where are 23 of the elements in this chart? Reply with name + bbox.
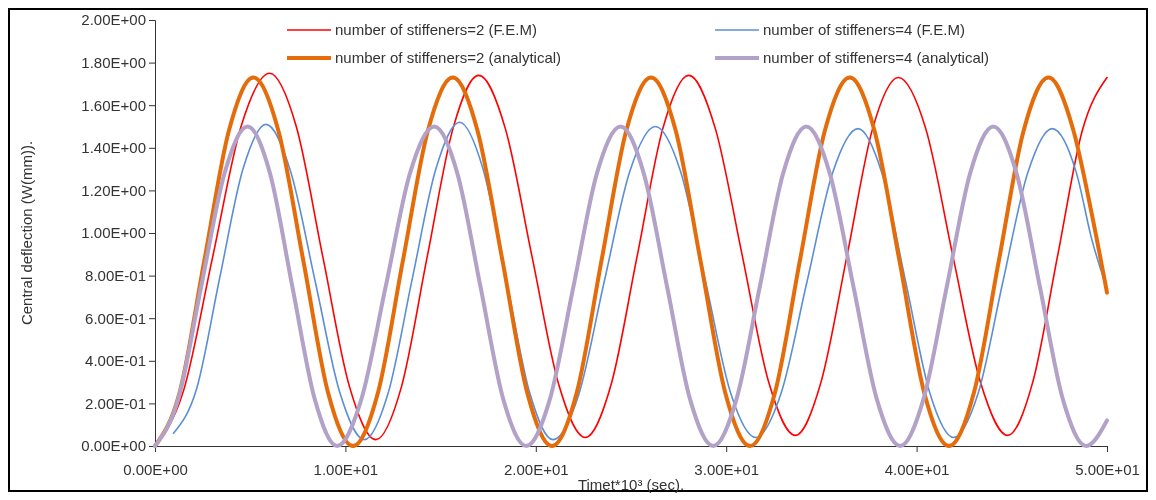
x-tick-label: 4.00E+01 [884, 460, 950, 478]
x-tick-label: 5.00E+01 [1075, 460, 1140, 478]
y-tick-label: 1.40E+00 [81, 139, 146, 157]
x-tick-label: 2.00E+01 [503, 460, 569, 478]
y-tick-label: 1.00E+00 [81, 224, 146, 242]
y-tick-label: 6.00E-01 [85, 309, 146, 327]
y-tick-label: 2.00E-01 [85, 394, 146, 412]
x-axis-title: Timet*10³ (sec). [577, 476, 685, 493]
x-tick-label: 0.00E+00 [123, 460, 188, 478]
y-tick-label: 2.00E+00 [81, 11, 146, 29]
y-tick-label: 1.60E+00 [81, 96, 146, 114]
x-tick-label: 3.00E+01 [694, 460, 760, 478]
legend-label: number of stiffeners=4 (F.E.M) [763, 21, 965, 39]
x-tick-label: 1.00E+01 [313, 460, 379, 478]
y-axis-title: Central deflection (W(mm)). [18, 140, 35, 326]
y-tick-label: 8.00E-01 [85, 266, 146, 284]
y-tick-label: 0.00E+00 [81, 437, 146, 455]
y-tick-label: 1.20E+00 [81, 181, 146, 199]
legend-label: number of stiffeners=2 (analytical) [335, 49, 562, 67]
y-tick-label: 1.80E+00 [81, 53, 146, 71]
y-tick-label: 4.00E-01 [85, 352, 146, 370]
legend-label: number of stiffeners=4 (analytical) [763, 49, 990, 67]
legend-label: number of stiffeners=2 (F.E.M) [335, 21, 537, 39]
